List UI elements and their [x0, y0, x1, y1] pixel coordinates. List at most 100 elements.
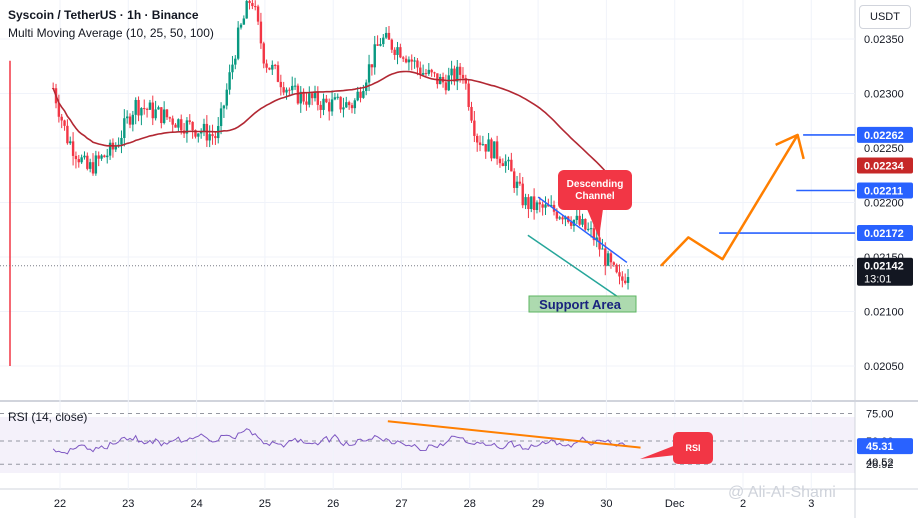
candle-body: [433, 72, 436, 74]
time-tick-label: 3: [808, 498, 814, 510]
candle-body: [436, 73, 439, 85]
candle-body: [57, 103, 61, 117]
candle-body: [586, 228, 590, 230]
candle-body: [162, 109, 166, 124]
candle-body: [103, 155, 106, 158]
rsi-tick-label: 28.92: [866, 459, 894, 471]
candle-body: [481, 144, 485, 146]
candle-body: [145, 108, 149, 110]
candle-body: [214, 136, 217, 139]
price-label: 0.02234: [864, 160, 905, 172]
descending-channel-callout: Descending Channel: [558, 170, 632, 238]
candle-body: [379, 44, 382, 46]
candle-body: [530, 196, 533, 210]
time-tick-label: 28: [464, 498, 476, 510]
moving-average-line: [52, 70, 629, 197]
candle-body: [396, 47, 399, 55]
candle-body: [88, 162, 92, 169]
candle-body: [569, 222, 573, 226]
candle-body: [288, 89, 291, 91]
candle-body: [490, 139, 493, 159]
candle-body: [123, 118, 126, 138]
candle-body: [427, 69, 431, 74]
candle-body: [86, 155, 89, 169]
candle-body: [413, 60, 416, 62]
candle-body: [256, 6, 260, 22]
candle-body: [581, 218, 584, 225]
rsi-value-label: 45.31: [866, 441, 894, 453]
channel-lower-line: [527, 234, 621, 300]
candle-body: [128, 116, 132, 125]
candle-body: [325, 98, 328, 103]
projection-path: [660, 134, 799, 267]
candle-body: [609, 253, 613, 263]
candle-body: [106, 155, 109, 158]
candle-body: [293, 85, 297, 87]
price-label: 0.02172: [864, 228, 904, 240]
price-tick-label: 0.02200: [864, 198, 904, 210]
candle-body: [470, 106, 473, 121]
candle-body: [336, 96, 339, 98]
candle-body: [160, 107, 163, 124]
candle-body: [544, 204, 547, 208]
candle-body: [268, 67, 271, 70]
indicator-label: Multi Moving Average (10, 25, 50, 100): [8, 26, 214, 40]
descending-channel-line2: Channel: [575, 191, 615, 202]
candle-body: [154, 109, 157, 119]
candle-body: [524, 197, 527, 206]
candle-body: [458, 66, 462, 75]
candle-body: [222, 105, 226, 109]
candle-body: [231, 64, 234, 73]
candle-body: [254, 6, 257, 8]
time-tick-label: 22: [54, 498, 66, 510]
candle-body: [461, 74, 465, 79]
candle-body: [219, 108, 223, 127]
candle-body: [165, 109, 169, 118]
support-area: Support Area: [528, 295, 637, 313]
price-label-box: [857, 225, 913, 242]
candle-body: [541, 204, 544, 208]
candle-body: [549, 204, 553, 207]
candle-body: [612, 262, 615, 265]
candle-body: [83, 155, 86, 158]
candles: [9, 0, 630, 366]
candle-body: [228, 72, 231, 90]
rsi-line: [52, 428, 629, 455]
candle-body: [185, 120, 189, 134]
time-tick-label: 27: [395, 498, 407, 510]
time-tick-label: 23: [122, 498, 134, 510]
candle-body: [495, 141, 499, 159]
candle-body: [373, 44, 376, 68]
rsi-trend-line: [387, 420, 641, 449]
candle-body: [60, 116, 63, 121]
candle-body: [404, 58, 408, 63]
candle-body: [444, 82, 448, 91]
candle-body: [236, 27, 240, 59]
candle-body: [578, 215, 581, 225]
channel-upper-line: [537, 196, 628, 264]
candle-body: [239, 24, 243, 28]
candle-body: [242, 18, 246, 25]
descending-channel-line1: Descending: [567, 179, 624, 190]
candle-body: [342, 107, 345, 110]
candle-body: [464, 78, 468, 84]
candle-body: [384, 32, 388, 38]
candle-body: [510, 159, 513, 172]
candle-body: [518, 181, 522, 184]
candle-body: [598, 237, 601, 250]
price-tick-label: 0.02100: [864, 307, 904, 319]
currency-button[interactable]: USDT: [859, 5, 911, 29]
candle-body: [80, 157, 83, 163]
watermark: @ Ali-Al-Shami: [728, 484, 836, 501]
candle-body: [282, 87, 285, 93]
time-tick-label: 30: [600, 498, 612, 510]
price-tick-label: 0.02250: [864, 143, 904, 155]
candle-body: [604, 248, 607, 266]
candle-body: [148, 102, 152, 110]
price-axis[interactable]: 0.023500.023000.022500.022000.021500.021…: [857, 34, 913, 471]
candle-body: [353, 100, 357, 109]
candle-body: [308, 93, 311, 105]
candle-body: [521, 183, 524, 206]
time-axis[interactable]: 22 23 24 25 26 27 28 29 30 Dec 2 3: [54, 498, 814, 510]
